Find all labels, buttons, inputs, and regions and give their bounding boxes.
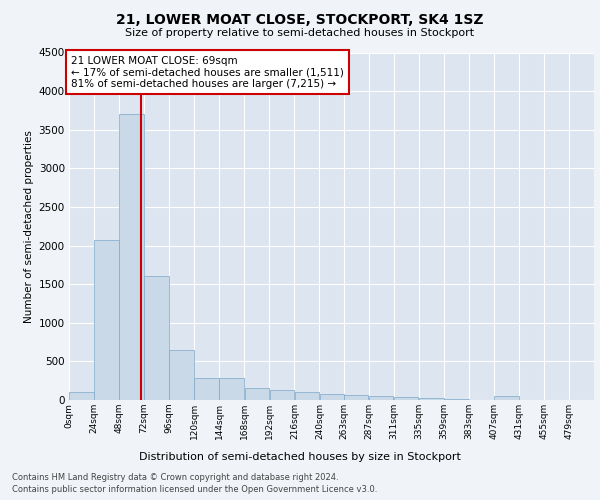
Bar xyxy=(444,399,469,400)
Bar xyxy=(369,396,394,400)
Bar xyxy=(419,398,443,400)
Bar xyxy=(169,350,194,400)
Text: 21 LOWER MOAT CLOSE: 69sqm
← 17% of semi-detached houses are smaller (1,511)
81%: 21 LOWER MOAT CLOSE: 69sqm ← 17% of semi… xyxy=(71,56,344,89)
Y-axis label: Number of semi-detached properties: Number of semi-detached properties xyxy=(25,130,34,322)
Bar xyxy=(220,378,244,400)
Bar xyxy=(194,378,219,400)
Bar xyxy=(394,398,418,400)
Bar xyxy=(344,396,368,400)
Text: Contains public sector information licensed under the Open Government Licence v3: Contains public sector information licen… xyxy=(12,485,377,494)
Bar xyxy=(145,276,169,400)
Bar xyxy=(94,240,119,400)
Bar xyxy=(320,394,344,400)
Bar xyxy=(269,390,294,400)
Bar xyxy=(245,388,269,400)
Text: 21, LOWER MOAT CLOSE, STOCKPORT, SK4 1SZ: 21, LOWER MOAT CLOSE, STOCKPORT, SK4 1SZ xyxy=(116,12,484,26)
Text: Contains HM Land Registry data © Crown copyright and database right 2024.: Contains HM Land Registry data © Crown c… xyxy=(12,472,338,482)
Text: Distribution of semi-detached houses by size in Stockport: Distribution of semi-detached houses by … xyxy=(139,452,461,462)
Bar xyxy=(119,114,144,400)
Bar xyxy=(494,396,518,400)
Bar xyxy=(69,392,94,400)
Bar xyxy=(295,392,319,400)
Text: Size of property relative to semi-detached houses in Stockport: Size of property relative to semi-detach… xyxy=(125,28,475,38)
